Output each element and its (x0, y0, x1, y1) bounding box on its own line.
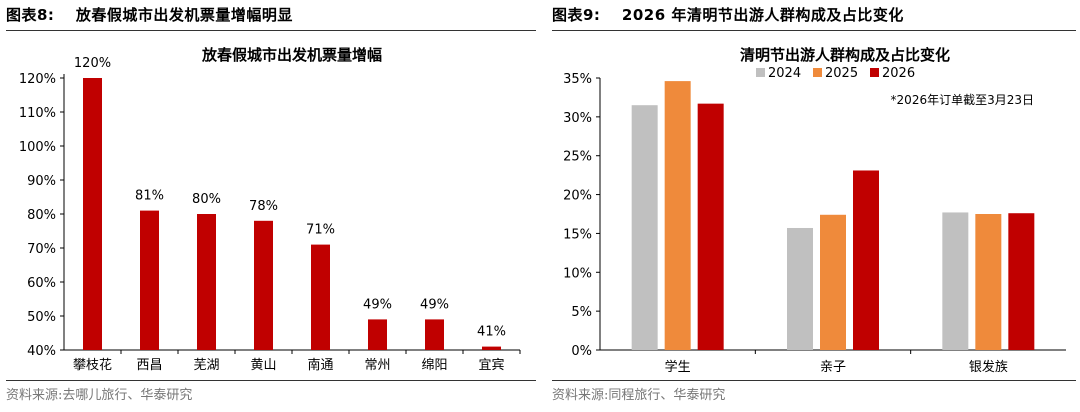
bar (140, 210, 159, 350)
data-label: 49% (363, 297, 392, 312)
bar (254, 220, 273, 350)
y-tick-label: 110% (19, 106, 56, 121)
data-label: 71% (306, 223, 335, 238)
legend-label: 2024 (768, 66, 801, 81)
bar (697, 103, 724, 350)
bar (820, 214, 846, 350)
x-tick-label: 绵阳 (421, 358, 447, 373)
chart-annotation: *2026年订单截至3月23日 (891, 93, 1034, 107)
y-tick-label: 60% (27, 276, 56, 291)
data-label: 81% (135, 189, 164, 204)
y-tick-label: 15% (563, 227, 592, 242)
bar (311, 244, 330, 350)
data-label: 41% (477, 325, 506, 340)
x-tick-label: 南通 (307, 357, 333, 373)
left-source-note: 资料来源:去哪儿旅行、华泰研究 (6, 380, 536, 411)
x-tick-label: 常州 (364, 358, 390, 373)
left-figure-header: 图表8: 放春假城市出发机票量增幅明显 (6, 0, 536, 31)
x-tick-label: 黄山 (250, 358, 276, 373)
y-tick-label: 120% (19, 72, 56, 87)
legend-label: 2025 (825, 66, 858, 81)
bar (787, 227, 813, 350)
city-flight-growth-chart: 放春假城市出发机票量增幅 40% 50% 60% 70% 80% 90% 100% 110% 12… (19, 46, 521, 373)
chart-title: 放春假城市出发机票量增幅 (201, 46, 382, 64)
right-figure-header: 图表9: 2026 年清明节出游人群构成及占比变化 (552, 0, 1076, 31)
x-tick-label: 银发族 (969, 359, 1008, 375)
y-tick-label: 40% (27, 344, 56, 359)
y-tick-label: 50% (27, 310, 56, 325)
y-tick-label: 35% (563, 72, 592, 87)
x-tick-label: 宜宾 (478, 357, 504, 373)
y-tick-label: 90% (27, 174, 56, 189)
bar (975, 214, 1002, 350)
bar (425, 319, 444, 350)
left-figure-panel: 图表8: 放春假城市出发机票量增幅明显 放春假城市出发机票量增幅 40% 50% 60… (6, 0, 536, 411)
left-figure-label: 图表8: (6, 6, 55, 24)
y-tick-label: 100% (19, 140, 56, 155)
legend-swatch (813, 68, 822, 77)
y-tick-label: 30% (563, 111, 592, 126)
data-label: 78% (249, 199, 278, 214)
traveler-composition-chart: 清明节出游人群构成及占比变化 2024 2025 2026 *2026年订单截至3月23… (563, 46, 1066, 375)
data-label: 120% (74, 56, 111, 71)
data-label: 80% (192, 192, 221, 207)
y-tick-label: 20% (563, 189, 592, 204)
right-figure-label: 图表9: (552, 6, 601, 24)
x-tick-label: 学生 (665, 359, 691, 375)
right-figure-panel: 图表9: 2026 年清明节出游人群构成及占比变化 清明节出游人群构成及占比变化… (546, 0, 1080, 412)
bar (83, 78, 102, 350)
bar (664, 81, 691, 350)
y-tick-label: 80% (27, 208, 56, 223)
x-tick-label: 西昌 (136, 358, 162, 373)
x-tick-label: 亲子 (820, 360, 846, 375)
y-tick-label: 70% (27, 242, 56, 257)
bar (197, 214, 216, 350)
bar (631, 105, 658, 350)
bar (1008, 213, 1035, 350)
bar (368, 319, 387, 350)
legend-label: 2026 (882, 66, 915, 81)
legend-swatch (870, 68, 879, 77)
bar (482, 346, 501, 350)
legend-swatch (756, 68, 765, 77)
right-figure-title: 2026 年清明节出游人群构成及占比变化 (621, 6, 904, 24)
right-source-note: 资料来源:同程旅行、华泰研究 (552, 380, 1076, 411)
chart-title: 清明节出游人群构成及占比变化 (740, 46, 950, 64)
y-tick-label: 10% (563, 266, 592, 281)
bar (853, 170, 879, 350)
y-tick-label: 25% (563, 150, 592, 165)
bar (942, 212, 969, 350)
x-tick-label: 攀枝花 (73, 357, 112, 373)
x-tick-label: 芜湖 (193, 358, 219, 373)
left-figure-title: 放春假城市出发机票量增幅明显 (75, 6, 293, 24)
data-label: 49% (420, 297, 449, 312)
y-tick-label: 5% (571, 305, 592, 320)
y-tick-label: 0% (571, 344, 592, 359)
